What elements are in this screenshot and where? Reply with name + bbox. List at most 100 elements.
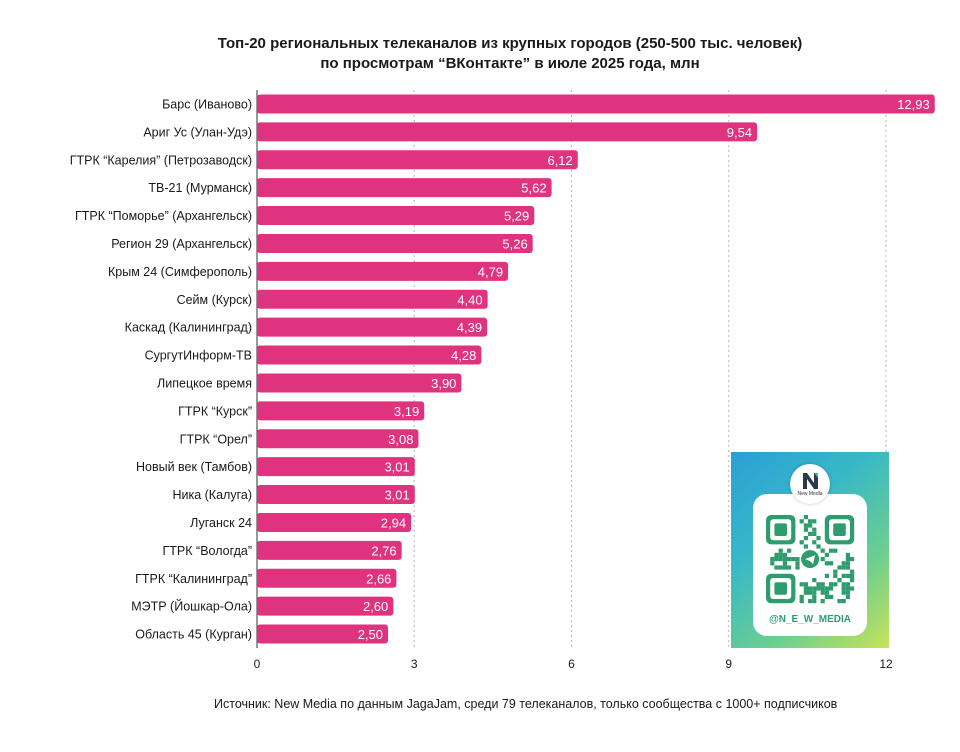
qr-module bbox=[803, 590, 808, 595]
qr-module bbox=[803, 527, 808, 532]
qr-module bbox=[782, 557, 787, 562]
qr-module bbox=[845, 557, 850, 562]
qr-module bbox=[833, 582, 838, 587]
qr-module bbox=[799, 540, 804, 545]
chart-title: Топ-20 региональных телеканалов из крупн… bbox=[217, 35, 803, 52]
category-label: ГТРК “Поморье” (Архангельск) bbox=[75, 209, 252, 223]
qr-module bbox=[829, 548, 834, 553]
qr-module bbox=[770, 561, 775, 566]
bar bbox=[257, 512, 412, 532]
qr-module bbox=[782, 561, 787, 566]
bar bbox=[257, 94, 935, 114]
qr-module bbox=[820, 586, 825, 591]
qr-finder bbox=[774, 582, 787, 595]
qr-module bbox=[812, 527, 817, 532]
category-label: Область 45 (Курган) bbox=[135, 628, 252, 642]
qr-module bbox=[808, 590, 813, 595]
qr-module bbox=[803, 536, 808, 541]
qr-module bbox=[824, 594, 829, 599]
qr-finder bbox=[774, 523, 787, 536]
category-label: Барс (Иваново) bbox=[162, 97, 252, 111]
x-tick-label: 0 bbox=[254, 657, 261, 671]
qr-module bbox=[845, 586, 850, 591]
qr-module bbox=[841, 586, 846, 591]
qr-module bbox=[774, 557, 779, 562]
qr-module bbox=[787, 557, 792, 562]
qr-module bbox=[787, 548, 792, 553]
category-label: Новый век (Тамбов) bbox=[136, 460, 252, 474]
data-label: 12,93 bbox=[897, 97, 930, 112]
qr-module bbox=[845, 565, 850, 570]
qr-module bbox=[829, 582, 834, 587]
qr-module bbox=[824, 552, 829, 557]
qr-module bbox=[816, 582, 821, 587]
qr-module bbox=[820, 590, 825, 595]
qr-module bbox=[820, 557, 825, 562]
qr-module bbox=[778, 552, 783, 557]
qr-module bbox=[778, 557, 783, 562]
qr-module bbox=[820, 548, 825, 553]
category-label: Крым 24 (Симферополь) bbox=[108, 265, 252, 279]
qr-module bbox=[841, 599, 846, 604]
data-label: 3,08 bbox=[388, 432, 413, 447]
bar bbox=[257, 429, 419, 449]
qr-promo-card[interactable]: @N_E_W_MEDIA New Media bbox=[731, 452, 889, 648]
qr-module bbox=[791, 557, 796, 562]
qr-module bbox=[812, 586, 817, 591]
qr-module bbox=[803, 523, 808, 528]
qr-module bbox=[816, 536, 821, 541]
qr-module bbox=[778, 548, 783, 553]
qr-module bbox=[795, 561, 800, 566]
data-label: 5,62 bbox=[521, 181, 546, 196]
qr-module bbox=[850, 557, 855, 562]
category-label: СургутИнформ-ТВ bbox=[145, 349, 252, 363]
qr-finder bbox=[833, 523, 846, 536]
qr-module bbox=[808, 531, 813, 536]
qr-module bbox=[820, 582, 825, 587]
qr-module bbox=[824, 586, 829, 591]
qr-module bbox=[850, 569, 855, 574]
data-label: 4,40 bbox=[457, 292, 482, 307]
bar bbox=[257, 261, 509, 281]
category-label: Луганск 24 bbox=[190, 516, 252, 530]
category-label: МЭТР (Йошкар-Ола) bbox=[131, 599, 252, 614]
source-note: Источник: New Media по данным JagaJam, с… bbox=[214, 697, 838, 711]
data-label: 2,60 bbox=[363, 599, 388, 614]
bar bbox=[257, 150, 578, 170]
logo-n-icon bbox=[803, 473, 818, 489]
qr-module bbox=[841, 590, 846, 595]
qr-module bbox=[812, 519, 817, 524]
qr-module bbox=[833, 569, 838, 574]
bar bbox=[257, 122, 758, 142]
category-label: Ариг Ус (Улан-Удэ) bbox=[143, 125, 252, 139]
qr-module bbox=[850, 578, 855, 583]
qr-module bbox=[845, 552, 850, 557]
qr-module bbox=[808, 599, 813, 604]
x-tick-label: 6 bbox=[568, 657, 575, 671]
data-label: 2,66 bbox=[366, 571, 391, 586]
qr-module bbox=[787, 565, 792, 570]
category-label: ГТРК “Калининград” bbox=[135, 572, 252, 586]
qr-module bbox=[799, 599, 804, 604]
bar bbox=[257, 317, 488, 337]
data-label: 3,01 bbox=[384, 488, 409, 503]
data-label: 5,26 bbox=[502, 236, 527, 251]
qr-module bbox=[778, 565, 783, 570]
qr-module bbox=[824, 573, 829, 578]
bar bbox=[257, 178, 552, 198]
qr-module bbox=[799, 594, 804, 599]
channel-handle: @N_E_W_MEDIA bbox=[769, 614, 851, 625]
qr-module bbox=[803, 586, 808, 591]
x-tick-label: 12 bbox=[879, 657, 893, 671]
bar bbox=[257, 289, 488, 309]
telegram-plane-icon bbox=[805, 555, 816, 565]
qr-module bbox=[799, 582, 804, 587]
bar bbox=[257, 485, 415, 505]
qr-module bbox=[837, 599, 842, 604]
qr-module bbox=[774, 565, 779, 570]
category-label: Ника (Калуга) bbox=[172, 488, 252, 502]
category-label: ГТРК “Карелия” (Петрозаводск) bbox=[70, 153, 252, 167]
qr-module bbox=[850, 586, 855, 591]
data-label: 4,28 bbox=[451, 348, 476, 363]
